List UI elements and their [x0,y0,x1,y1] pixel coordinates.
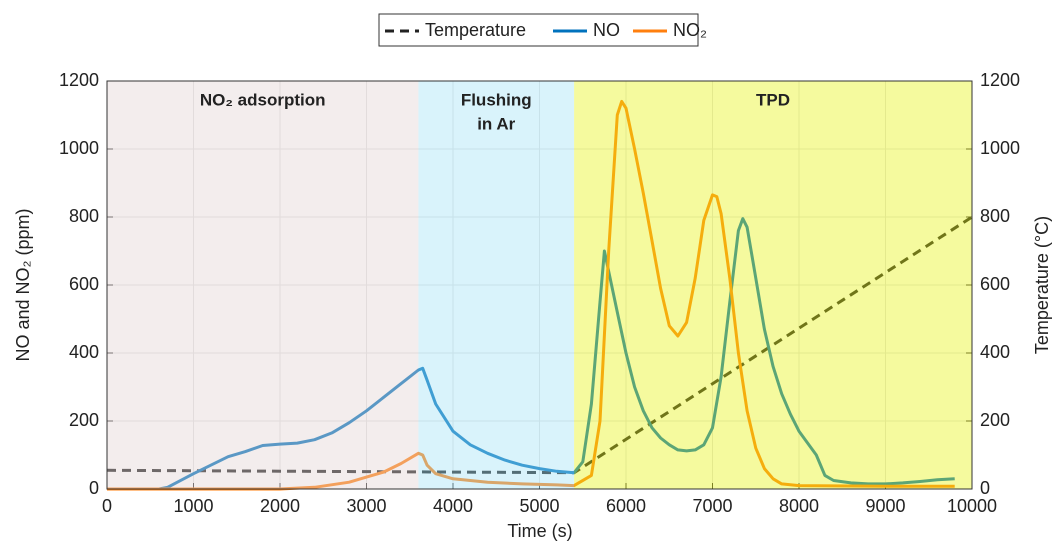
phase-region [107,81,419,489]
x-tick-label: 6000 [606,496,646,516]
y-tick-label: 800 [69,206,99,226]
x-tick-label: 4000 [433,496,473,516]
x-axis-label: Time (s) [507,521,572,541]
x-tick-label: 9000 [865,496,905,516]
x-tick-label: 7000 [692,496,732,516]
series-line [107,217,955,491]
phase-region [418,81,575,489]
y2-tick-label: 400 [980,342,1010,362]
x-tick-label: 2000 [260,496,300,516]
x-tick-label: 5000 [519,496,559,516]
phase-label: NO₂ adsorption [200,90,326,109]
x-tick-label: 10000 [947,496,997,516]
y2-tick-label: 1200 [980,70,1020,90]
legend-label: NO [593,20,620,40]
x-tick-label: 3000 [346,496,386,516]
y2-tick-label: 1000 [980,138,1020,158]
y-axis-label: NO and NO₂ (ppm) [13,208,33,361]
y2-tick-label: 200 [980,410,1010,430]
y2-tick-label: 800 [980,206,1010,226]
y2-axis-label: Temperature (°C) [1032,216,1052,354]
y-tick-label: 0 [89,478,99,498]
y-tick-label: 1000 [59,138,99,158]
legend-label: Temperature [425,20,526,40]
y2-tick-label: 600 [980,274,1010,294]
x-tick-label: 0 [102,496,112,516]
phase-label: in Ar [477,114,515,133]
x-tick-label: 1000 [173,496,213,516]
phase-region [574,81,972,489]
phase-label: TPD [756,90,790,109]
y2-tick-label: 0 [980,478,990,498]
y-tick-label: 1200 [59,70,99,90]
y-tick-label: 600 [69,274,99,294]
legend-label: NO₂ [673,20,707,40]
y-tick-label: 400 [69,342,99,362]
y-tick-label: 200 [69,410,99,430]
plot-frame [106,80,973,490]
phase-label: Flushing [461,90,532,109]
x-tick-label: 8000 [779,496,819,516]
series-line [107,99,955,491]
